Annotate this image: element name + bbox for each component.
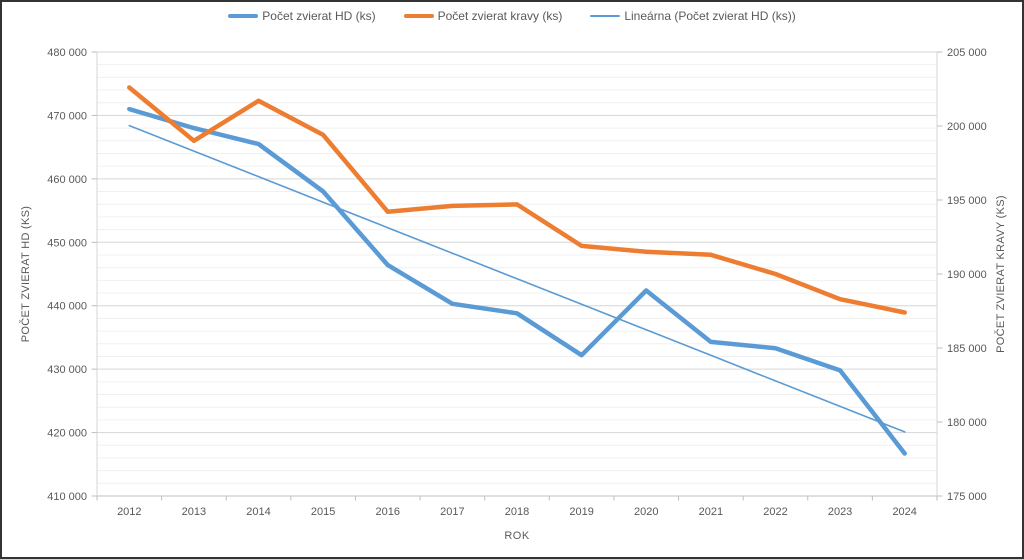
left-axis-tick-label: 420 000 bbox=[47, 428, 87, 440]
legend-item-hd: Počet zvierat HD (ks) bbox=[228, 9, 376, 23]
left-axis-tick-label: 470 000 bbox=[47, 110, 87, 122]
legend-line-swatch-kravy bbox=[403, 13, 434, 19]
legend-item-label: Počet zvierat kravy (ks) bbox=[437, 9, 563, 23]
right-axis-tick-label: 175 000 bbox=[947, 491, 987, 503]
legend-item-label: Lineárna (Počet zvierat HD (ks)) bbox=[624, 9, 796, 23]
x-axis-tick-label: 2020 bbox=[634, 506, 658, 518]
tick-labels: 410 000 420 000 430 000 440 000 450 000 460 0… bbox=[47, 47, 987, 518]
major-gridlines bbox=[97, 51, 937, 434]
left-axis-tick-label: 440 000 bbox=[47, 301, 87, 313]
x-axis-tick-label: 2012 bbox=[117, 506, 141, 518]
x-axis-tick-label: 2018 bbox=[505, 506, 529, 518]
legend-line-swatch-hd bbox=[228, 13, 259, 19]
left-axis-tick-label: 480 000 bbox=[47, 47, 87, 59]
x-axis-tick-label: 2023 bbox=[828, 506, 852, 518]
chart-legend: Počet zvierat HD (ks) Počet zvierat krav… bbox=[2, 10, 1022, 22]
legend-item-kravy: Počet zvierat kravy (ks) bbox=[403, 9, 563, 23]
legend-item-label: Počet zvierat HD (ks) bbox=[262, 9, 376, 23]
left-axis-tick-label: 410 000 bbox=[47, 491, 87, 503]
x-axis-tick-label: 2022 bbox=[763, 506, 787, 518]
x-axis-tick-label: 2019 bbox=[569, 506, 593, 518]
x-axis-tick-label: 2014 bbox=[246, 506, 270, 518]
series-lines bbox=[127, 85, 907, 456]
x-axis-tick-label: 2017 bbox=[440, 506, 464, 518]
legend-line-swatch-trendline bbox=[590, 15, 621, 17]
left-axis-tick-label: 460 000 bbox=[47, 174, 87, 186]
x-axis-tick-label: 2016 bbox=[376, 506, 400, 518]
right-axis-title: POČET ZVIERAT KRAVY (KS) bbox=[994, 195, 1007, 353]
left-axis-title: POČET ZVIERAT HD (KS) bbox=[19, 206, 32, 342]
x-axis-tick-label: 2024 bbox=[892, 506, 916, 518]
x-axis-tick-label: 2015 bbox=[311, 506, 335, 518]
left-axis-tick-label: 450 000 bbox=[47, 237, 87, 249]
x-axis-title: ROK bbox=[504, 530, 530, 542]
left-axis-tick-label: 430 000 bbox=[47, 364, 87, 376]
right-axis-tick-label: 205 000 bbox=[947, 47, 987, 59]
trendline-series bbox=[128, 124, 906, 433]
legend-item-trendline: Lineárna (Počet zvierat HD (ks)) bbox=[590, 9, 796, 23]
right-axis-tick-label: 195 000 bbox=[947, 195, 987, 207]
x-axis-tick-label: 2021 bbox=[699, 506, 723, 518]
right-axis-tick-label: 190 000 bbox=[947, 269, 987, 281]
x-axis-tick-label: 2013 bbox=[182, 506, 206, 518]
right-axis-tick-label: 180 000 bbox=[947, 417, 987, 429]
data-series-line bbox=[127, 106, 907, 456]
right-axis-tick-label: 200 000 bbox=[947, 121, 987, 133]
right-axis-tick-label: 185 000 bbox=[947, 343, 987, 355]
minor-gridlines bbox=[97, 64, 937, 484]
data-series-line bbox=[127, 85, 907, 315]
axis-lines bbox=[91, 51, 943, 501]
